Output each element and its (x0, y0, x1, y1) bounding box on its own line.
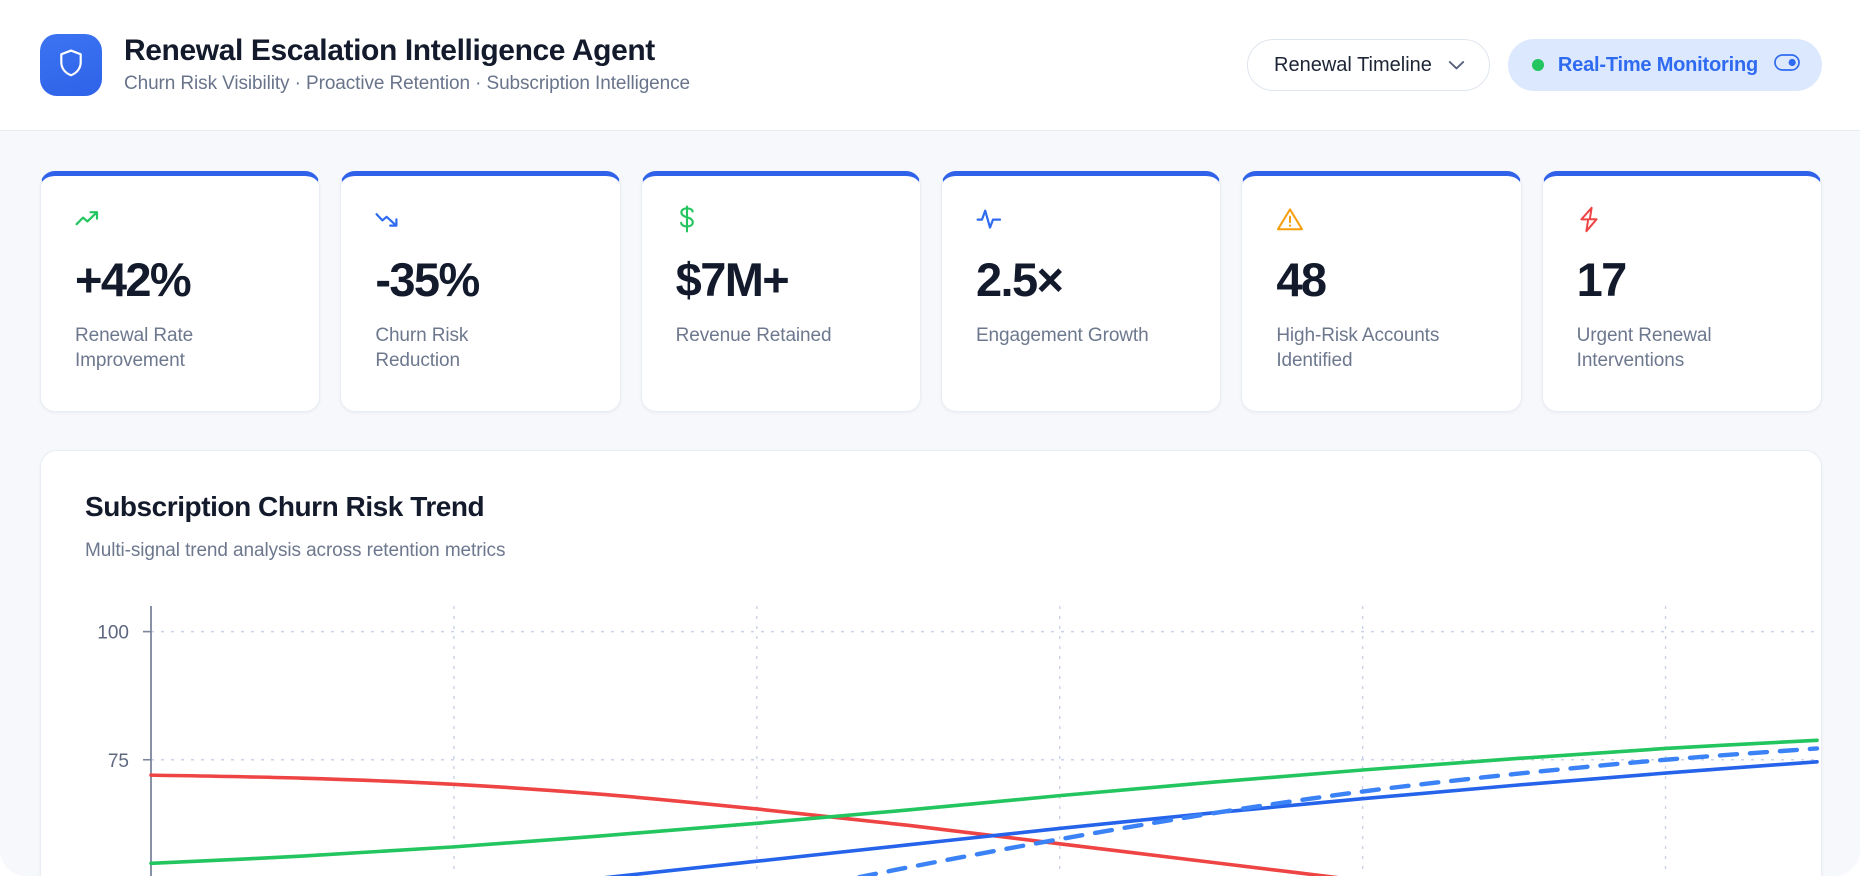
app-header: Renewal Escalation Intelligence Agent Ch… (0, 0, 1860, 131)
chart-subtitle: Multi-signal trend analysis across reten… (85, 540, 506, 561)
kpi-value: 17 (1576, 253, 1628, 306)
kpi-label: Urgent Renewal Interventions (1576, 325, 1712, 372)
churn-risk-trend-chart[interactable]: 5075100 (85, 596, 1821, 876)
kpi-value: 2.5× (975, 253, 1064, 306)
kpi-card-engagement-growth[interactable]: 2.5× Engagement Growth (940, 171, 1222, 412)
kpi-card-churn-risk[interactable]: -35% Churn Risk Reduction (340, 171, 621, 412)
churn-risk-trend-panel: Subscription Churn Risk Trend Multi-sign… (40, 450, 1822, 876)
real-time-monitoring-toggle[interactable]: Real-Time Monitoring (1507, 39, 1822, 91)
chart-series-forecast (853, 746, 1820, 876)
lightning-bolt-icon (1577, 204, 1791, 234)
chart-y-axis-tick-label: 75 (108, 751, 129, 772)
chart-series-churn-risk (149, 773, 1339, 876)
kpi-label: Revenue Retained (675, 325, 832, 346)
page-title: Renewal Escalation Intelligence Agent (124, 34, 655, 68)
chart-plot-area: 5075100 (85, 596, 1820, 876)
trending-up-icon (75, 204, 289, 234)
kpi-value: +42% (75, 253, 192, 306)
toggle-switch-icon[interactable] (1774, 54, 1800, 76)
kpi-card-high-risk-accounts[interactable]: 48 High-Risk Accounts Identified (1241, 171, 1522, 412)
header-actions: Renewal Timeline Real-Time Monitoring (1247, 39, 1822, 91)
kpi-value: 48 (1276, 253, 1327, 306)
chevron-down-icon (1448, 54, 1465, 77)
kpi-label: Churn Risk Reduction (375, 325, 469, 372)
chart-series-engagement (603, 760, 1819, 876)
app-logo (40, 34, 102, 96)
real-time-monitoring-label: Real-Time Monitoring (1557, 53, 1758, 76)
kpi-card-row: +42% Renewal Rate Improvement -35% Churn… (0, 131, 1860, 412)
trending-down-icon (375, 204, 589, 234)
kpi-label: Engagement Growth (975, 325, 1149, 346)
chart-y-axis-tick-label: 100 (97, 623, 129, 644)
kpi-card-renewal-rate[interactable]: +42% Renewal Rate Improvement (40, 171, 321, 412)
page-subtitle: Churn Risk Visibility · Proactive Retent… (124, 73, 690, 95)
activity-pulse-icon (976, 204, 1190, 234)
kpi-label: Renewal Rate Improvement (75, 325, 194, 372)
header-title-block: Renewal Escalation Intelligence Agent Ch… (124, 34, 690, 96)
kpi-card-revenue-retained[interactable]: $7M+ Revenue Retained (640, 171, 921, 412)
renewal-timeline-select[interactable]: Renewal Timeline (1247, 39, 1490, 91)
shield-icon (57, 48, 85, 83)
kpi-label: High-Risk Accounts Identified (1276, 325, 1440, 372)
live-status-dot-icon (1531, 59, 1544, 71)
kpi-card-urgent-interventions[interactable]: 17 Urgent Renewal Interventions (1541, 171, 1822, 412)
chart-series-renewal-rate (149, 738, 1819, 866)
chart-title: Subscription Churn Risk Trend (85, 491, 485, 522)
kpi-value: $7M+ (675, 253, 790, 306)
dollar-sign-icon (676, 204, 890, 234)
renewal-timeline-select-label: Renewal Timeline (1274, 53, 1432, 76)
alert-triangle-icon (1276, 204, 1490, 234)
kpi-value: -35% (375, 253, 480, 306)
